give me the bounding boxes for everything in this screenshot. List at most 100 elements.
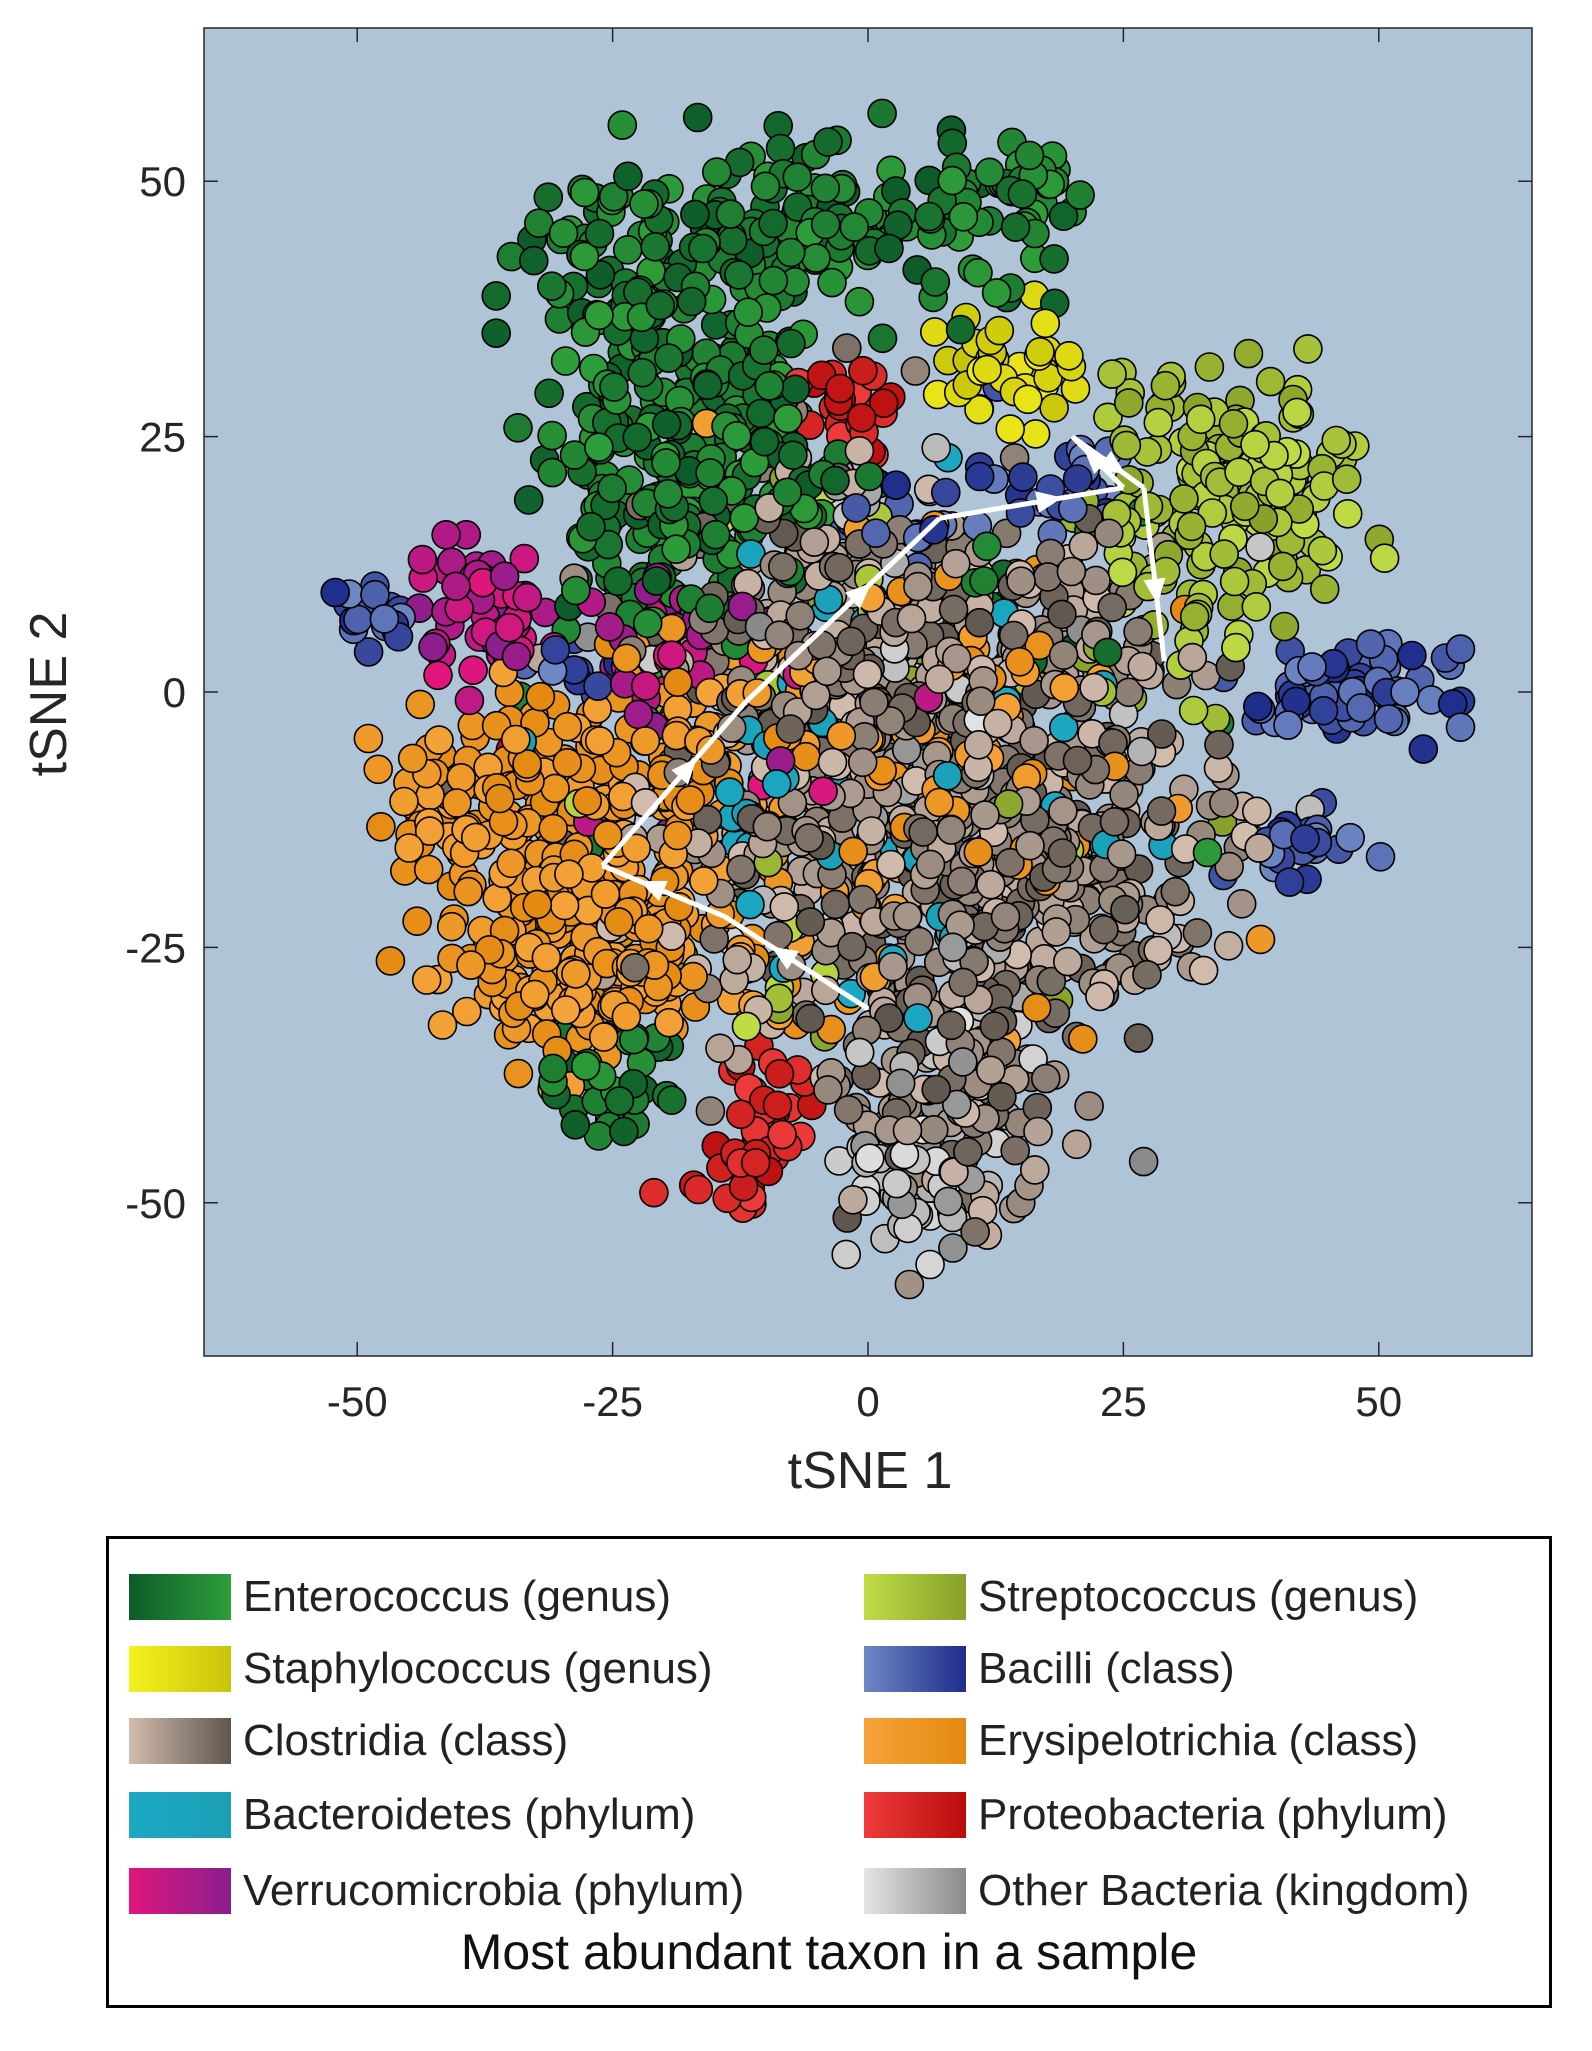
data-point <box>678 961 708 992</box>
legend-swatch <box>864 1868 966 1914</box>
legend-swatch <box>129 1646 231 1692</box>
data-point <box>523 208 554 238</box>
data-point <box>1132 959 1162 990</box>
data-point <box>609 1116 639 1147</box>
legend-label: Erysipelotrichia (class) <box>978 1716 1419 1765</box>
data-point <box>801 243 831 273</box>
data-point <box>442 788 472 818</box>
x-axis-ticks: -50 -25 0 25 50 <box>327 28 1402 1425</box>
data-point <box>1000 1135 1031 1166</box>
data-point <box>854 1143 885 1173</box>
data-point <box>831 333 862 363</box>
data-point <box>552 747 583 778</box>
data-point <box>1048 796 1078 826</box>
legend-entry: Enterococcus (genus) <box>129 1561 864 1633</box>
trajectory-arrowhead <box>639 880 668 902</box>
data-point <box>841 493 871 523</box>
x-tick-label: -50 <box>327 1378 388 1425</box>
data-point <box>813 1075 843 1105</box>
data-point <box>894 1269 925 1300</box>
data-point <box>1036 966 1067 997</box>
data-point <box>778 440 808 471</box>
data-point <box>772 403 803 434</box>
data-point <box>584 726 615 756</box>
data-point <box>705 1033 735 1064</box>
data-point <box>940 548 971 579</box>
data-point <box>1099 806 1130 837</box>
data-point <box>645 290 676 321</box>
data-point <box>1081 565 1111 596</box>
data-point <box>775 237 806 268</box>
data-point <box>1089 914 1119 945</box>
data-point <box>1008 462 1038 492</box>
trajectory-segment <box>743 516 942 705</box>
data-point <box>1188 955 1219 986</box>
data-point <box>749 426 780 457</box>
data-point <box>1061 1129 1092 1160</box>
data-point <box>941 643 972 674</box>
data-point <box>661 534 692 565</box>
data-point <box>975 1055 1006 1086</box>
data-point <box>441 571 471 602</box>
data-point <box>1150 370 1181 401</box>
data-point <box>1031 1063 1061 1094</box>
data-point <box>1221 632 1251 663</box>
trajectory-arrowhead <box>1143 577 1166 605</box>
data-point <box>794 823 824 853</box>
data-point <box>1039 244 1069 274</box>
data-point <box>369 604 400 634</box>
data-point <box>320 577 351 608</box>
data-point <box>831 1239 862 1270</box>
data-point <box>733 297 764 328</box>
data-point <box>813 127 843 157</box>
data-point <box>765 133 796 164</box>
data-point <box>938 1233 968 1263</box>
data-point <box>622 422 653 453</box>
data-point <box>611 643 642 674</box>
data-point <box>795 907 826 937</box>
data-point <box>740 1148 771 1178</box>
data-point <box>538 813 569 844</box>
data-point <box>353 637 384 667</box>
data-point <box>1307 535 1338 566</box>
data-point <box>405 689 436 720</box>
data-point <box>500 724 531 755</box>
data-point <box>1049 672 1080 703</box>
data-point <box>1068 1024 1098 1054</box>
data-point <box>1197 498 1228 528</box>
data-point <box>915 1249 945 1280</box>
data-point <box>695 593 725 624</box>
data-point <box>431 519 461 550</box>
data-point <box>896 603 927 634</box>
data-point <box>1048 640 1079 671</box>
data-point <box>826 721 857 751</box>
data-point <box>1373 704 1404 734</box>
data-point <box>762 1090 793 1121</box>
data-point <box>725 1099 756 1130</box>
data-point <box>769 892 800 922</box>
data-point <box>363 754 394 785</box>
data-point <box>436 911 467 942</box>
data-point <box>653 478 683 509</box>
data-point <box>1147 719 1177 749</box>
data-point <box>837 931 867 962</box>
data-point <box>588 1022 619 1052</box>
data-point <box>924 664 955 695</box>
x-axis-label: tSNE 1 <box>788 1442 953 1500</box>
data-point <box>550 346 581 376</box>
data-point <box>597 473 627 504</box>
data-point <box>995 847 1025 878</box>
legend-swatch <box>864 1792 966 1838</box>
trajectory-arrowhead <box>1098 450 1126 475</box>
data-point <box>852 659 883 690</box>
legend-swatch <box>129 1574 231 1620</box>
legend-label: Bacilli (class) <box>978 1644 1235 1693</box>
data-point <box>513 485 544 515</box>
data-point <box>481 318 512 349</box>
data-point <box>1097 592 1127 623</box>
data-point <box>900 356 931 386</box>
data-point <box>531 942 562 973</box>
data-point <box>722 944 753 975</box>
data-point <box>629 189 659 219</box>
data-point <box>1079 672 1109 703</box>
